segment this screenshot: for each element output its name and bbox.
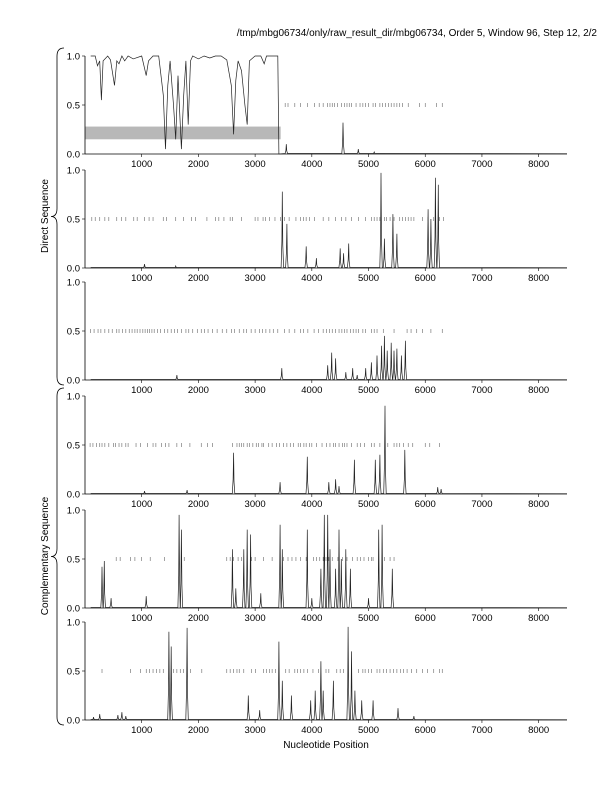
x-tick-label: 6000 xyxy=(415,725,436,736)
x-axis-label: Nucleotide Position xyxy=(283,740,369,751)
x-tick-label: 5000 xyxy=(358,385,379,396)
x-tick-label: 1000 xyxy=(131,159,152,170)
x-tick-label: 3000 xyxy=(245,273,266,284)
x-tick-label: 6000 xyxy=(415,613,436,624)
x-tick-label: 4000 xyxy=(301,159,322,170)
x-tick-label: 8000 xyxy=(528,273,549,284)
x-tick-label: 8000 xyxy=(528,499,549,510)
x-tick-label: 6000 xyxy=(415,159,436,170)
y-tick-label: 1.0 xyxy=(67,166,80,177)
x-tick-label: 1000 xyxy=(131,499,152,510)
y-tick-label: 0.0 xyxy=(67,150,80,161)
x-tick-label: 6000 xyxy=(415,273,436,284)
panel-4: 0.0 0.5 1.0 1000 2000 3000 4000 5000 6000 7000 800… xyxy=(67,392,568,510)
y-tick-label: 1.0 xyxy=(67,506,80,517)
x-tick-label: 4000 xyxy=(301,385,322,396)
x-tick-label: 4000 xyxy=(301,273,322,284)
group-brace xyxy=(50,387,65,726)
x-tick-label: 5000 xyxy=(358,499,379,510)
x-tick-label: 4000 xyxy=(301,499,322,510)
x-tick-label: 8000 xyxy=(528,725,549,736)
x-tick-label: 4000 xyxy=(301,725,322,736)
x-tick-label: 6000 xyxy=(415,499,436,510)
x-tick-label: 8000 xyxy=(528,159,549,170)
y-tick-label: 0.0 xyxy=(67,264,80,275)
x-tick-label: 2000 xyxy=(188,499,209,510)
x-tick-label: 3000 xyxy=(245,725,266,736)
x-tick-label: 8000 xyxy=(528,613,549,624)
probability-line xyxy=(90,55,568,155)
x-tick-label: 7000 xyxy=(471,613,492,624)
probability-line xyxy=(90,514,568,609)
group-label-direct: Direct Sequence xyxy=(40,179,51,253)
y-tick-label: 0.0 xyxy=(67,716,80,727)
panel-1: 0.0 0.5 1.0 1000 2000 3000 4000 5000 6000 7000 800… xyxy=(67,52,568,170)
y-tick-label: 0.5 xyxy=(67,215,80,226)
x-tick-label: 2000 xyxy=(188,725,209,736)
x-tick-label: 2000 xyxy=(188,273,209,284)
y-tick-label: 0.5 xyxy=(67,555,80,566)
y-tick-label: 0.0 xyxy=(67,604,80,615)
y-tick-label: 0.0 xyxy=(67,376,80,387)
y-tick-label: 0.5 xyxy=(67,101,80,112)
y-tick-label: 0.5 xyxy=(67,441,80,452)
panel-2: 0.0 0.5 1.0 1000 2000 3000 4000 5000 6000 7000 800… xyxy=(67,166,568,284)
x-tick-label: 7000 xyxy=(471,499,492,510)
x-tick-label: 1000 xyxy=(131,613,152,624)
highlight-band xyxy=(85,126,281,140)
x-tick-label: 5000 xyxy=(358,725,379,736)
y-tick-label: 1.0 xyxy=(67,278,80,289)
group-braces xyxy=(50,47,65,726)
x-tick-label: 5000 xyxy=(358,613,379,624)
probability-line xyxy=(90,626,568,721)
x-tick-label: 1000 xyxy=(131,725,152,736)
x-tick-label: 2000 xyxy=(188,159,209,170)
x-tick-label: 6000 xyxy=(415,385,436,396)
panel-5: 0.0 0.5 1.0 1000 2000 3000 4000 5000 6000 7000 800… xyxy=(67,506,568,624)
group-label-complementary: Complementary Sequence xyxy=(40,496,51,615)
x-tick-label: 5000 xyxy=(358,273,379,284)
y-tick-label: 0.5 xyxy=(67,327,80,338)
x-tick-label: 7000 xyxy=(471,725,492,736)
x-tick-label: 3000 xyxy=(245,499,266,510)
x-tick-label: 4000 xyxy=(301,613,322,624)
probability-line xyxy=(90,335,568,381)
y-tick-label: 1.0 xyxy=(67,618,80,629)
x-tick-label: 2000 xyxy=(188,613,209,624)
probability-line xyxy=(90,405,568,495)
x-tick-label: 7000 xyxy=(471,385,492,396)
x-tick-label: 3000 xyxy=(245,385,266,396)
x-tick-label: 5000 xyxy=(358,159,379,170)
panels: 0.0 0.5 1.0 1000 2000 3000 4000 5000 6000 7000 800… xyxy=(67,52,568,736)
x-tick-label: 7000 xyxy=(471,159,492,170)
x-tick-label: 3000 xyxy=(245,159,266,170)
y-tick-label: 0.0 xyxy=(67,490,80,501)
panel-3: 0.0 0.5 1.0 1000 2000 3000 4000 5000 6000 7000 800… xyxy=(67,278,568,396)
probability-line xyxy=(90,172,568,269)
group-brace xyxy=(50,47,65,386)
x-tick-label: 1000 xyxy=(131,273,152,284)
x-tick-label: 7000 xyxy=(471,273,492,284)
x-tick-label: 1000 xyxy=(131,385,152,396)
header-label: /tmp/mbg06734/only/raw_result_dir/mbg067… xyxy=(237,28,598,39)
x-tick-label: 8000 xyxy=(528,385,549,396)
y-tick-label: 0.5 xyxy=(67,667,80,678)
panel-6: 0.0 0.5 1.0 1000 2000 3000 4000 5000 6000 7000 800… xyxy=(67,618,568,736)
x-tick-label: 2000 xyxy=(188,385,209,396)
x-tick-label: 3000 xyxy=(245,613,266,624)
y-tick-label: 1.0 xyxy=(67,52,80,63)
y-tick-label: 1.0 xyxy=(67,392,80,403)
